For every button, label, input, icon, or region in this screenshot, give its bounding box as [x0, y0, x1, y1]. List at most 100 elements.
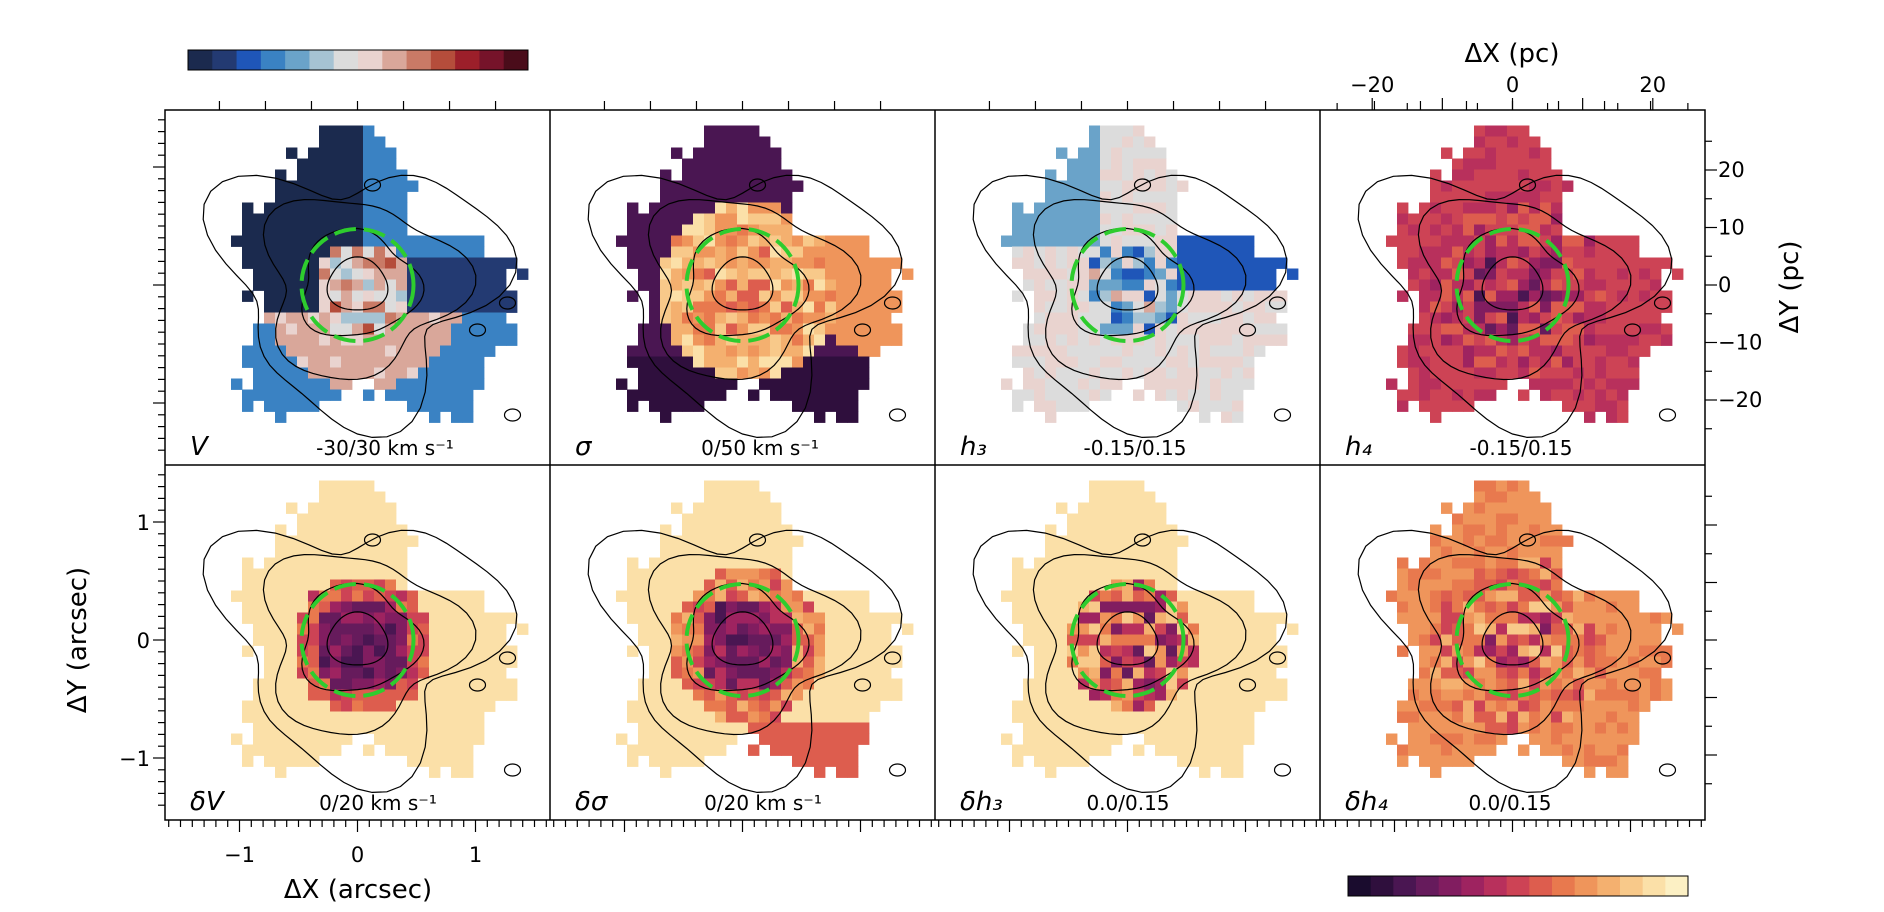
colorbar-swatch	[236, 50, 262, 70]
map-pixel	[1188, 235, 1200, 247]
map-pixel	[407, 334, 419, 346]
map-pixel	[275, 367, 287, 379]
map-pixel	[638, 356, 650, 368]
map-pixel	[473, 246, 485, 258]
map-pixel	[363, 590, 375, 602]
map-pixel	[1562, 367, 1574, 379]
map-pixel	[363, 524, 375, 536]
map-pixel	[1617, 678, 1629, 690]
map-pixel	[1485, 246, 1497, 258]
map-pixel	[319, 213, 331, 225]
map-pixel	[1617, 634, 1629, 646]
map-pixel	[1430, 689, 1442, 701]
map-pixel	[1496, 147, 1508, 159]
map-pixel	[1639, 678, 1651, 690]
map-pixel	[1111, 268, 1123, 280]
map-pixel	[1485, 356, 1497, 368]
map-pixel	[781, 323, 793, 335]
map-pixel	[1034, 623, 1046, 635]
map-pixel	[715, 257, 727, 269]
map-pixel	[1606, 235, 1618, 247]
map-pixel	[385, 224, 397, 236]
map-pixel	[814, 257, 826, 269]
map-pixel	[1573, 590, 1585, 602]
map-pixel	[374, 524, 386, 536]
map-pixel	[1496, 202, 1508, 214]
map-pixel	[682, 689, 694, 701]
map-pixel	[319, 312, 331, 324]
map-pixel	[649, 579, 661, 591]
map-pixel	[1056, 356, 1068, 368]
map-pixel	[1100, 180, 1112, 192]
map-pixel	[341, 590, 353, 602]
map-pixel	[1584, 356, 1596, 368]
map-pixel	[737, 158, 749, 170]
map-pixel	[275, 279, 287, 291]
map-pixel	[1672, 623, 1684, 635]
map-pixel	[1122, 491, 1134, 503]
map-pixel	[418, 700, 430, 712]
map-pixel	[748, 546, 760, 558]
map-pixel	[374, 224, 386, 236]
map-pixel	[1111, 557, 1123, 569]
map-pixel	[1056, 579, 1068, 591]
map-pixel	[1056, 334, 1068, 346]
map-pixel	[1254, 279, 1266, 291]
map-pixel	[1595, 257, 1607, 269]
map-pixel	[1441, 356, 1453, 368]
colorbar-swatch	[1461, 876, 1485, 896]
map-pixel	[1243, 367, 1255, 379]
map-pixel	[451, 755, 463, 767]
map-pixel	[869, 667, 881, 679]
map-pixel	[748, 367, 760, 379]
map-pixel	[286, 502, 298, 514]
map-pixel	[253, 590, 265, 602]
map-pixel	[770, 601, 782, 613]
map-pixel	[858, 623, 870, 635]
map-pixel	[1276, 257, 1288, 269]
map-pixel	[451, 246, 463, 258]
map-pixel	[1485, 323, 1497, 335]
map-pixel	[1122, 678, 1134, 690]
map-pixel	[891, 301, 903, 313]
map-pixel	[374, 667, 386, 679]
map-pixel	[825, 744, 837, 756]
map-pixel	[1452, 744, 1464, 756]
map-pixel	[847, 656, 859, 668]
map-pixel	[660, 733, 672, 745]
map-pixel	[1628, 257, 1640, 269]
map-pixel	[715, 191, 727, 203]
map-pixel	[242, 612, 254, 624]
map-pixel	[1089, 535, 1101, 547]
map-pixel	[1540, 334, 1552, 346]
map-pixel	[451, 711, 463, 723]
map-pixel	[1606, 389, 1618, 401]
map-pixel	[1463, 689, 1475, 701]
map-pixel	[1606, 601, 1618, 613]
map-pixel	[286, 634, 298, 646]
colorbar-swatch	[188, 50, 213, 70]
map-pixel	[1254, 268, 1266, 280]
map-pixel	[737, 524, 749, 536]
map-pixel	[759, 513, 771, 525]
map-pixel	[275, 301, 287, 313]
aperture-circle	[299, 227, 416, 343]
map-pixel	[1551, 689, 1563, 701]
map-pixel	[1661, 656, 1673, 668]
map-pixel	[770, 301, 782, 313]
map-pixel	[704, 213, 716, 225]
map-pixel	[847, 755, 859, 767]
map-pixel	[319, 279, 331, 291]
map-pixel	[792, 378, 804, 390]
map-pixel	[715, 656, 727, 668]
map-pixel	[671, 557, 683, 569]
map-pixel	[737, 601, 749, 613]
map-pixel	[1111, 502, 1123, 514]
map-pixel	[792, 312, 804, 324]
map-pixel	[847, 301, 859, 313]
map-pixel	[1188, 257, 1200, 269]
map-pixel	[1529, 213, 1541, 225]
map-pixel	[1122, 323, 1134, 335]
map-pixel	[1419, 623, 1431, 635]
map-pixel	[1056, 678, 1068, 690]
